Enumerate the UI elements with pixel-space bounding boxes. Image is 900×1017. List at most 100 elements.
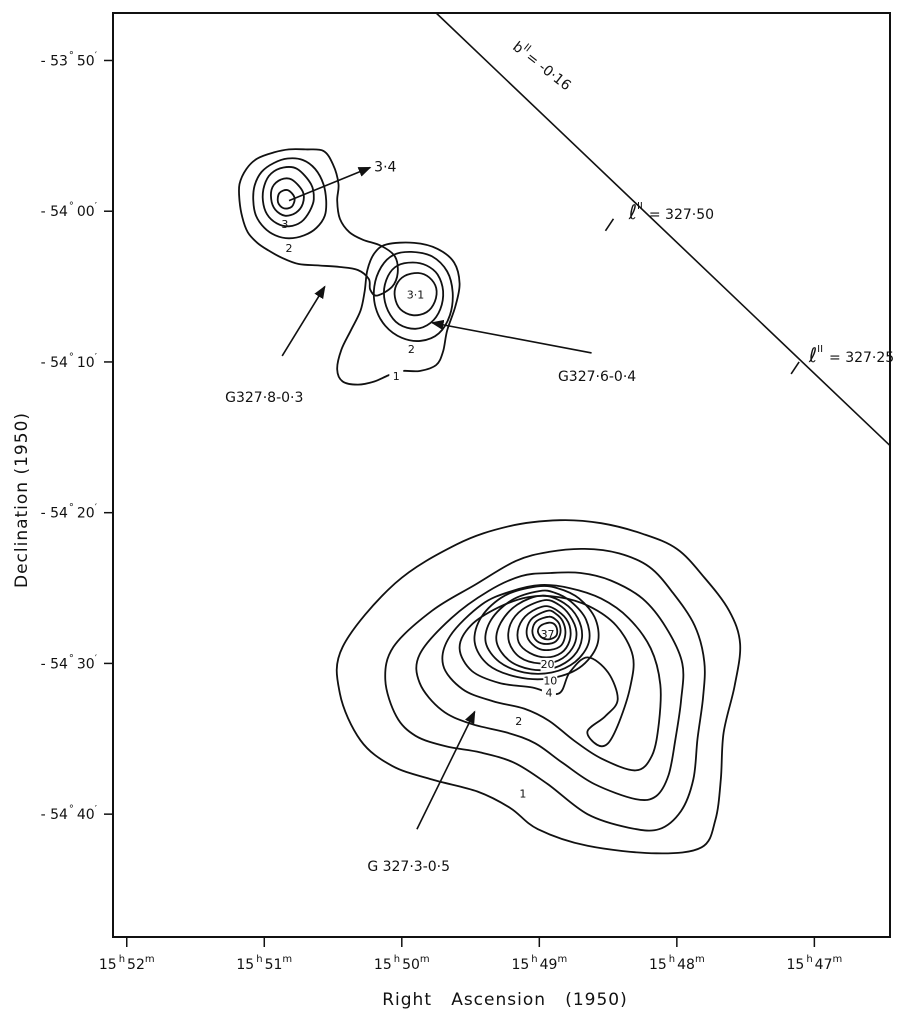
x-tick-h-unit: h [806, 954, 812, 965]
y-tick-degrees: - 54 [41, 506, 68, 522]
latitude-superscript: II [521, 42, 532, 54]
contour-3-level-2 [384, 547, 706, 832]
x-tick-m-unit: m [420, 954, 430, 965]
y-tick-min-unit: ′ [95, 352, 98, 363]
y-tick-minutes: 30 [77, 656, 95, 672]
x-tick-hours: 15 [511, 957, 529, 973]
x-tick-minutes: 51 [265, 957, 283, 973]
x-tick-minutes: 50 [402, 957, 420, 973]
contour-label-bg [511, 715, 526, 729]
annotation-arrow [281, 285, 326, 357]
contour-label-bg [389, 370, 404, 384]
y-tick-label: - 54° 20′ [41, 503, 98, 522]
x-tick-label: 15 h 49m [511, 954, 567, 973]
x-tick-label: 15 h 51m [236, 954, 292, 973]
y-tick-deg-unit: ° [69, 201, 74, 212]
x-tick-h-unit: h [119, 954, 125, 965]
longitude-symbol: ℓ [628, 200, 637, 224]
contour-1-level-2_5 [261, 165, 315, 228]
contour-1-level-1 [238, 148, 399, 297]
contour-label-layer: 3 3·1 37 2 2 1 20 104 2 1 [281, 218, 558, 801]
y-tick-deg-unit: ° [69, 653, 74, 664]
x-tick-hours: 15 [649, 957, 667, 973]
contour-level-label: 20 [541, 658, 555, 671]
contour-level-label: 2 [408, 343, 415, 356]
y-tick-label: - 54° 10′ [41, 352, 98, 371]
longitude-value: = 327·50 [649, 207, 714, 223]
longitude-label: ℓII = 327·25 [808, 343, 894, 367]
y-tick-min-unit: ′ [95, 653, 98, 664]
y-axis-title: Declination (1950) [12, 412, 32, 588]
contour-level-label: 1 [519, 788, 526, 801]
y-tick-deg-unit: ° [69, 50, 74, 61]
x-tick-m-unit: m [145, 954, 155, 965]
x-tick-h-unit: h [256, 954, 262, 965]
x-tick-minutes: 49 [540, 957, 558, 973]
contour-label-bg [540, 657, 555, 671]
contour-3-level-25 [525, 609, 567, 652]
contour-level-label: 1 [393, 370, 400, 383]
contour-3-level-8 [484, 589, 591, 675]
contour-3-level-3 [415, 571, 685, 801]
y-tick-minutes: 00 [77, 204, 95, 220]
contour-3-level-20 [516, 605, 572, 659]
contour-2-level-1 [336, 241, 461, 386]
x-axis-title: Right Ascension (1950) [382, 990, 628, 1010]
y-tick-min-unit: ′ [95, 804, 98, 815]
annotation-arrow [416, 710, 476, 830]
y-tick-minutes: 20 [77, 506, 95, 522]
contour-level-label: 2 [515, 715, 522, 728]
y-tick-degrees: - 54 [41, 656, 68, 672]
y-tick-minutes: 50 [77, 53, 95, 69]
contour-3-level-6 [473, 585, 600, 681]
source-label: G327·6-0·4 [558, 369, 636, 385]
longitude-superscript: II [637, 201, 643, 212]
x-tick-hours: 15 [236, 957, 254, 973]
y-tick-minutes: 10 [77, 355, 95, 371]
longitude-label: ℓII = 327·50 [628, 200, 714, 224]
y-tick-degrees: - 53 [41, 53, 68, 69]
x-axis-ticks: 15 h 52m 15 h 51m 15 h 50m 15 h 49m 15 h 48m 15 h 47m [99, 937, 842, 973]
peak-label: 3·1 [407, 289, 425, 302]
x-tick-hours: 15 [374, 957, 392, 973]
contour-3-level-35 [536, 621, 559, 641]
y-tick-min-unit: ′ [95, 50, 98, 61]
contour-3-level-30 [531, 615, 562, 645]
x-tick-m-unit: m [282, 954, 292, 965]
x-tick-hours: 15 [786, 957, 804, 973]
x-tick-m-unit: m [695, 954, 705, 965]
x-tick-label: 15 h 50m [374, 954, 430, 973]
source-label: G327·8-0·3 [225, 390, 303, 406]
contour-2-level-2 [372, 250, 454, 342]
y-tick-minutes: 40 [77, 807, 95, 823]
source-label: G 327·3-0·5 [367, 859, 450, 875]
latitude-value: = -0·16 [523, 49, 574, 94]
x-tick-label: 15 h 52m [99, 954, 155, 973]
x-tick-h-unit: h [531, 954, 537, 965]
y-tick-min-unit: ′ [95, 201, 98, 212]
y-axis-ticks: - 53° 50′- 54° 00′- 54° 10′- 54° 20′- 54° 30′… [41, 50, 113, 823]
longitude-tick [604, 218, 615, 232]
galactic-latitude-line [435, 12, 891, 447]
contour-label-bg [515, 787, 530, 801]
contour-2-level-2_5 [382, 261, 445, 330]
x-tick-label: 15 h 48m [649, 954, 705, 973]
latitude-label: bII= -0·16 [509, 37, 575, 95]
y-tick-label: - 53° 50′ [41, 50, 98, 69]
contour-label-bg [404, 342, 419, 356]
x-tick-minutes: 47 [815, 957, 833, 973]
x-tick-h-unit: h [669, 954, 675, 965]
y-tick-degrees: - 54 [41, 807, 68, 823]
contour-label-bg [543, 674, 558, 688]
longitude-superscript: II [817, 344, 823, 355]
y-tick-deg-unit: ° [69, 804, 74, 815]
contour-1-level-2 [252, 157, 328, 240]
y-tick-degrees: - 54 [41, 355, 68, 371]
x-tick-label: 15 h 47m [786, 954, 842, 973]
longitude-symbol: ℓ [808, 343, 817, 367]
contour-1-level-3 [270, 177, 305, 217]
contour-3-level-4_5 [458, 594, 635, 748]
x-tick-minutes: 52 [127, 957, 145, 973]
annotation-arrow [288, 166, 372, 202]
